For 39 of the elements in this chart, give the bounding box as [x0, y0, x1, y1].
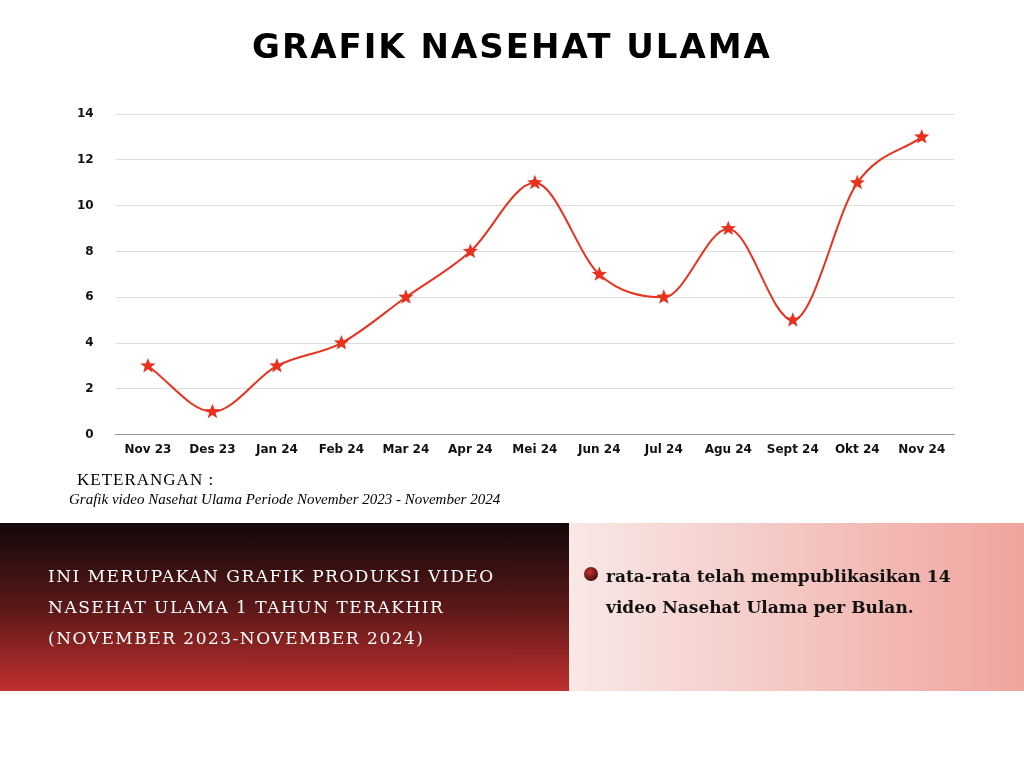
point: [591, 266, 607, 281]
text: rata-rata telah mempublikasikan 14 video Nasehat Ulama per Bulan.: [606, 565, 952, 619]
y-tick-label: 2: [85, 380, 94, 395]
y-tick-label: 14: [77, 106, 94, 121]
point: [204, 403, 221, 419]
text: KETERANGAN :: [77, 470, 215, 490]
x-tick-label: Mar 24: [382, 441, 430, 456]
x-tick-label: Des 23: [189, 441, 236, 456]
x-tick-label: Mei 24: [512, 441, 558, 456]
x-tick-label: Jun 24: [577, 441, 621, 456]
point: [914, 129, 930, 144]
point: [656, 289, 672, 304]
text: INI MERUPAKAN GRAFIK PRODUKSI VIDEO NASEHAT ULAMA 1 TAHUN TERAKHIR (NOVEMBER 2023-NOVEMBER 2024): [48, 565, 496, 650]
y-tick-label: 4: [85, 335, 94, 350]
y-tick-label: 0: [85, 426, 94, 441]
x-tick-label: Jan 24: [254, 441, 298, 456]
x-tick-label: Apr 24: [448, 441, 493, 456]
point: [269, 357, 285, 373]
y-tick-label: 10: [77, 197, 94, 212]
x-tick-label: Okt 24: [834, 441, 880, 456]
point: [398, 289, 414, 304]
x-tick-label: Feb 24: [318, 441, 365, 456]
point: [720, 220, 736, 236]
point: [333, 335, 349, 350]
point: [849, 174, 865, 190]
point: [140, 357, 156, 373]
point: [527, 174, 543, 190]
y-tick-label: 6: [85, 289, 94, 304]
point: [785, 312, 801, 327]
x-tick-label: Nov 23: [124, 441, 172, 456]
x-tick-label: Sept 24: [766, 441, 819, 456]
x-tick-label: Agu 24: [704, 441, 752, 456]
x-tick-label: Nov 24: [898, 441, 946, 456]
y-tick-label: 12: [77, 152, 94, 167]
y-tick-label: 8: [85, 243, 94, 258]
x-tick-label: Jul 24: [643, 441, 683, 456]
text: Grafik video Nasehat Ulama Periode November 2023 - November 2024: [69, 491, 501, 508]
chart-title: GRAFIK NASEHAT ULAMA: [251, 26, 773, 66]
point: [462, 243, 478, 258]
